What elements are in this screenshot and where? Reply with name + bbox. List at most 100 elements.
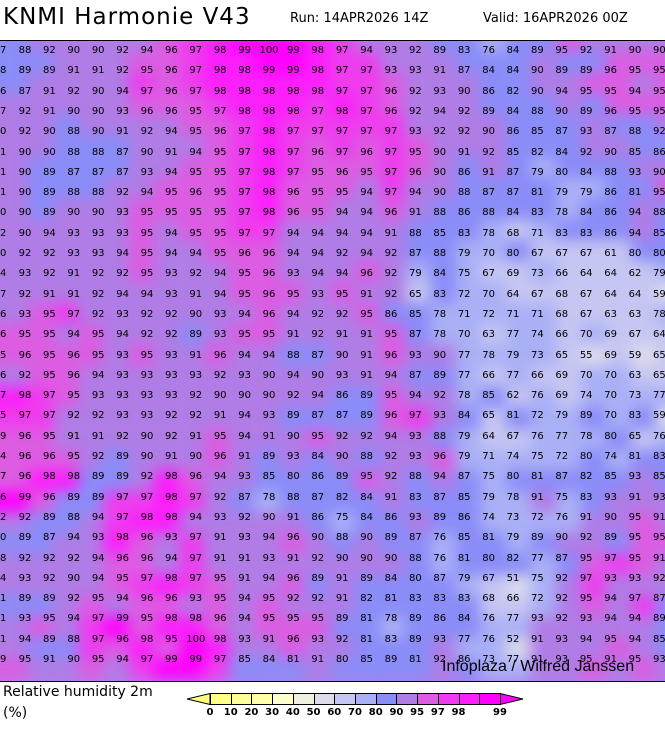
color-cell [656, 41, 665, 53]
color-cell [631, 52, 658, 74]
humidity-value: 0 [0, 207, 7, 219]
humidity-value: 9 [0, 654, 7, 665]
color-cell [179, 198, 205, 221]
unit-label: (%) [3, 705, 28, 721]
legend-swatch [437, 693, 460, 705]
color-cell [329, 177, 356, 200]
color-cell [103, 52, 130, 74]
color-cell [380, 156, 406, 179]
legend-swatch [355, 693, 377, 705]
color-cell [329, 135, 356, 158]
color-cell [455, 135, 482, 158]
color-cell [480, 135, 507, 158]
color-cell [530, 73, 557, 95]
color-cell [430, 156, 457, 179]
color-cell [355, 177, 381, 200]
color-cell [0, 114, 4, 137]
humidity-value: 59 [653, 410, 665, 422]
humidity-value: 91 [653, 511, 665, 523]
humidity-value: 95 [653, 85, 665, 97]
color-cell [0, 73, 4, 95]
color-cell [103, 73, 130, 95]
color-cell [254, 135, 281, 158]
color-cell [229, 73, 256, 95]
humidity-value: 6 [0, 85, 7, 97]
humidity-value: 8 [0, 65, 7, 77]
humidity-value: 90 [653, 166, 665, 178]
humidity-color-field [0, 41, 665, 681]
color-cell [405, 41, 432, 53]
watermark: Infoplaza / Wilfred Janssen [442, 658, 635, 675]
color-cell [78, 156, 105, 179]
color-cell [631, 156, 658, 179]
color-cell [556, 73, 582, 95]
color-cell [0, 52, 4, 74]
humidity-value: 9 [0, 430, 7, 442]
color-cell [0, 156, 4, 179]
color-cell [455, 93, 482, 116]
color-cell [28, 156, 55, 179]
color-cell [279, 73, 306, 95]
color-cell [128, 114, 155, 137]
color-cell [505, 135, 532, 158]
legend-above-arrow [499, 693, 524, 706]
humidity-value: 83 [653, 451, 665, 462]
color-cell [530, 93, 557, 116]
color-cell [153, 114, 180, 137]
legend-swatch [272, 693, 294, 705]
color-cell [179, 114, 205, 137]
humidity-value: 4 [0, 572, 7, 584]
color-cell [254, 73, 281, 95]
color-cell [103, 41, 130, 53]
humidity-value: 95 [653, 532, 665, 544]
color-cell [505, 198, 532, 221]
humidity-value: 95 [653, 65, 665, 77]
legend-tick-label: 98 [451, 707, 466, 718]
color-cell [556, 135, 582, 158]
color-cell [455, 73, 482, 95]
color-cell [3, 114, 29, 137]
run-time: Run: 14APR2026 14Z [290, 11, 429, 26]
color-cell [556, 93, 582, 116]
color-cell [581, 198, 607, 221]
color-cell [606, 135, 633, 158]
humidity-value: 5 [0, 349, 7, 361]
humidity-value: 1 [0, 166, 7, 178]
color-cell [656, 52, 665, 74]
color-cell [229, 41, 256, 53]
color-cell [78, 73, 105, 95]
humidity-value: 0 [0, 532, 7, 544]
color-cell [380, 198, 406, 221]
color-cell [304, 41, 331, 53]
color-cell [0, 177, 4, 200]
color-cell [103, 198, 130, 221]
humidity-value: 8 [0, 552, 7, 564]
model-title: KNMI Harmonie V43 [3, 4, 251, 30]
color-cell [3, 52, 29, 74]
humidity-value: 7 [0, 390, 7, 402]
color-cell [204, 93, 231, 116]
color-cell [3, 93, 29, 116]
color-cell [128, 73, 155, 95]
color-cell [28, 177, 55, 200]
color-cell [279, 52, 306, 74]
color-legend: 0 10 20 30 40 50 60 70 80 90 95 97 98 99 [187, 693, 527, 733]
color-cell [229, 198, 256, 221]
color-cell [631, 93, 658, 116]
color-cell [405, 198, 432, 221]
legend-swatch [292, 693, 315, 705]
color-cell [380, 93, 406, 116]
color-cell [606, 156, 633, 179]
color-cell [204, 177, 231, 200]
color-cell [656, 177, 665, 200]
color-cell [329, 114, 356, 137]
color-cell [581, 114, 607, 137]
color-cell [153, 52, 180, 74]
humidity-value: 0 [0, 126, 7, 138]
humidity-value: 90 [653, 45, 665, 56]
humidity-value: 91 [653, 552, 665, 564]
color-cell [606, 93, 633, 116]
color-cell [28, 198, 55, 221]
color-cell [455, 114, 482, 137]
color-cell [128, 93, 155, 116]
